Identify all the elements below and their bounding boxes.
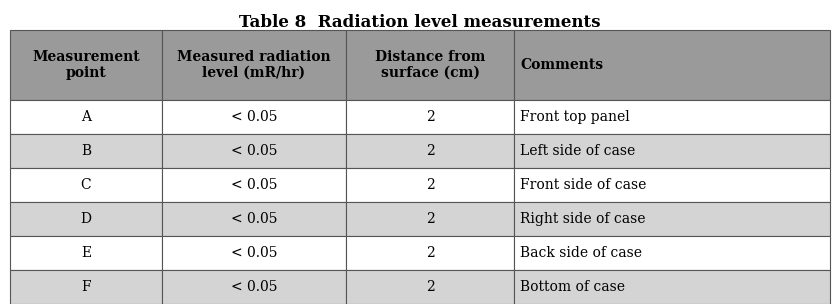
Text: 2: 2 bbox=[426, 178, 434, 192]
Text: Measured radiation
level (mR/hr): Measured radiation level (mR/hr) bbox=[177, 50, 331, 80]
Bar bbox=[514, 236, 830, 270]
Text: Left side of case: Left side of case bbox=[520, 144, 636, 158]
Text: Comments: Comments bbox=[520, 58, 603, 72]
Text: Distance from
surface (cm): Distance from surface (cm) bbox=[375, 50, 486, 80]
Text: < 0.05: < 0.05 bbox=[231, 246, 277, 260]
Text: Bottom of case: Bottom of case bbox=[520, 280, 625, 294]
Text: Right side of case: Right side of case bbox=[520, 212, 646, 226]
Text: A: A bbox=[81, 110, 91, 124]
Bar bbox=[514, 168, 830, 202]
Bar bbox=[346, 202, 514, 236]
Text: Back side of case: Back side of case bbox=[520, 246, 643, 260]
Text: Front side of case: Front side of case bbox=[520, 178, 647, 192]
Bar bbox=[346, 270, 514, 304]
Text: < 0.05: < 0.05 bbox=[231, 280, 277, 294]
Bar bbox=[161, 30, 346, 100]
Text: C: C bbox=[81, 178, 92, 192]
Bar bbox=[10, 270, 161, 304]
Bar bbox=[346, 100, 514, 134]
Text: < 0.05: < 0.05 bbox=[231, 144, 277, 158]
Bar bbox=[161, 168, 346, 202]
Text: Front top panel: Front top panel bbox=[520, 110, 630, 124]
Text: Measurement
point: Measurement point bbox=[32, 50, 139, 80]
Text: 2: 2 bbox=[426, 280, 434, 294]
Bar bbox=[161, 100, 346, 134]
Bar bbox=[514, 134, 830, 168]
Text: D: D bbox=[81, 212, 92, 226]
Bar bbox=[346, 168, 514, 202]
Bar bbox=[10, 236, 161, 270]
Bar bbox=[10, 30, 161, 100]
Bar bbox=[10, 134, 161, 168]
Text: F: F bbox=[81, 280, 91, 294]
Text: 2: 2 bbox=[426, 246, 434, 260]
Text: 2: 2 bbox=[426, 212, 434, 226]
Bar bbox=[161, 236, 346, 270]
Bar bbox=[514, 202, 830, 236]
Text: < 0.05: < 0.05 bbox=[231, 178, 277, 192]
Text: < 0.05: < 0.05 bbox=[231, 110, 277, 124]
Text: 2: 2 bbox=[426, 110, 434, 124]
Text: < 0.05: < 0.05 bbox=[231, 212, 277, 226]
Bar bbox=[514, 100, 830, 134]
Bar bbox=[10, 168, 161, 202]
Text: E: E bbox=[81, 246, 91, 260]
Bar bbox=[10, 100, 161, 134]
Bar bbox=[346, 134, 514, 168]
Bar bbox=[161, 270, 346, 304]
Text: B: B bbox=[81, 144, 91, 158]
Bar bbox=[161, 202, 346, 236]
Bar bbox=[161, 134, 346, 168]
Bar bbox=[514, 270, 830, 304]
Text: Table 8  Radiation level measurements: Table 8 Radiation level measurements bbox=[239, 14, 601, 31]
Bar bbox=[10, 202, 161, 236]
Bar bbox=[514, 30, 830, 100]
Bar bbox=[346, 30, 514, 100]
Bar bbox=[346, 236, 514, 270]
Text: 2: 2 bbox=[426, 144, 434, 158]
